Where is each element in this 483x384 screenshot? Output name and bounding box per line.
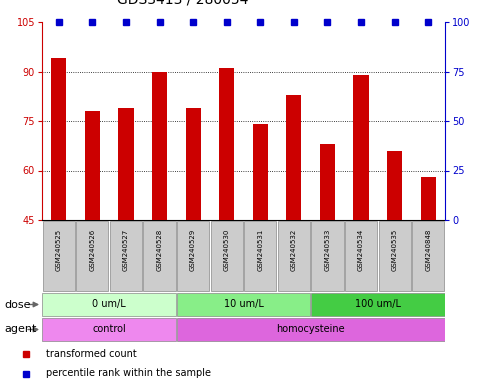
Text: GSM240530: GSM240530 [224, 228, 230, 271]
Text: transformed count: transformed count [45, 349, 136, 359]
Bar [312, 222, 343, 291]
Bar [421, 177, 436, 220]
Bar [185, 108, 200, 220]
Text: percentile rank within the sample: percentile rank within the sample [45, 369, 211, 379]
Bar [177, 293, 311, 316]
Bar [412, 222, 444, 291]
Bar [43, 293, 176, 316]
Bar [354, 75, 369, 220]
Bar [143, 222, 176, 291]
Text: agent: agent [5, 324, 37, 334]
Text: GSM240531: GSM240531 [257, 228, 263, 271]
Text: GSM240534: GSM240534 [358, 228, 364, 271]
Text: GSM240527: GSM240527 [123, 228, 129, 271]
Bar [177, 318, 445, 341]
Bar [43, 318, 176, 341]
Text: GSM240533: GSM240533 [325, 228, 330, 271]
Text: GSM240532: GSM240532 [291, 228, 297, 271]
Bar [211, 222, 243, 291]
Bar [110, 222, 142, 291]
Bar [177, 222, 209, 291]
Bar [345, 222, 377, 291]
Bar [286, 94, 301, 220]
Bar [379, 222, 411, 291]
Text: GSM240528: GSM240528 [156, 228, 163, 271]
Text: GDS3413 / 280054: GDS3413 / 280054 [117, 0, 249, 7]
Bar [387, 151, 402, 220]
Bar [76, 222, 109, 291]
Bar [43, 222, 75, 291]
Text: dose: dose [5, 300, 31, 310]
Bar [244, 222, 276, 291]
Bar [253, 124, 268, 220]
Bar [152, 71, 167, 220]
Bar [85, 111, 100, 220]
Bar [51, 58, 66, 220]
Text: GSM240535: GSM240535 [392, 228, 398, 271]
Bar [311, 293, 445, 316]
Text: control: control [92, 324, 126, 334]
Bar [320, 144, 335, 220]
Text: 100 um/L: 100 um/L [355, 300, 401, 310]
Bar [118, 108, 133, 220]
Bar [219, 68, 234, 220]
Text: GSM240525: GSM240525 [56, 228, 62, 271]
Text: GSM240848: GSM240848 [425, 228, 431, 271]
Bar [278, 222, 310, 291]
Text: GSM240526: GSM240526 [89, 228, 95, 271]
Text: GSM240529: GSM240529 [190, 228, 196, 271]
Text: 10 um/L: 10 um/L [224, 300, 263, 310]
Text: 0 um/L: 0 um/L [92, 300, 126, 310]
Text: homocysteine: homocysteine [276, 324, 345, 334]
